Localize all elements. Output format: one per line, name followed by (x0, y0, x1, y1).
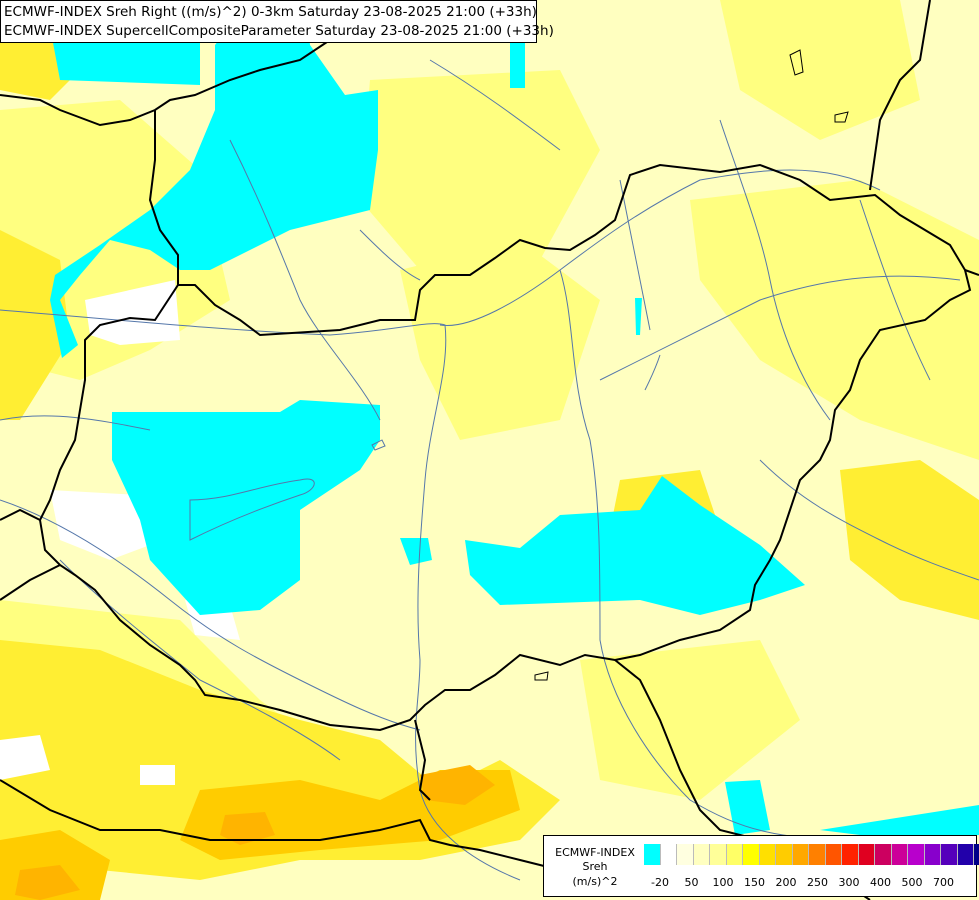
rivers (0, 59, 979, 881)
legend-swatch (644, 844, 661, 865)
legend-swatch (858, 844, 875, 865)
legend-swatch (776, 844, 793, 865)
legend-tick-label: 50 (684, 876, 699, 889)
legend-swatch (792, 844, 809, 865)
legend-swatch (825, 844, 842, 865)
legend-swatch (809, 844, 826, 865)
legend-swatch (957, 844, 974, 865)
legend-swatch (891, 844, 908, 865)
legend-tick-label: 150 (744, 876, 765, 889)
legend-unit: (m/s)^2 (572, 875, 618, 888)
legend-tick-label: 500 (901, 876, 923, 889)
border-south (0, 779, 561, 871)
legend-swatch (710, 844, 727, 865)
shading-peak (15, 765, 495, 900)
legend-swatch (693, 844, 710, 865)
border-west (0, 508, 41, 521)
border-hungary (38, 163, 972, 732)
legend-swatch (908, 844, 925, 865)
legend-swatch (875, 844, 892, 865)
legend-swatch (924, 844, 941, 865)
legend-swatch (726, 844, 743, 865)
border-south-2 (414, 719, 431, 801)
border-northeast (869, 0, 931, 191)
legend-swatch (759, 844, 776, 865)
border-west-2 (0, 564, 61, 601)
legend-tick-label: 100 (712, 876, 734, 889)
legend-ticks: -20 50 100 150 200 250 300 400 500 700 (644, 876, 978, 890)
title-box: ECMWF-INDEX Sreh Right ((m/s)^2) 0-3km S… (0, 0, 554, 43)
legend-tick-label: 300 (838, 876, 860, 889)
border-north (0, 4, 391, 127)
legend-tick-label: 700 (933, 876, 954, 889)
legend-swatch (677, 844, 694, 865)
legend-model: ECMWF-INDEX (555, 846, 635, 859)
legend-tick-label: 250 (807, 876, 828, 889)
color-legend: ECMWF-INDEX Sreh (m/s)^2 -20 50 100 150 200 2… (543, 835, 979, 897)
border-east (964, 269, 979, 276)
legend-tick-label: 400 (870, 876, 891, 889)
legend-swatch (941, 844, 958, 865)
legend-variable: Sreh (582, 860, 608, 873)
map-title-line-1: ECMWF-INDEX Sreh Right ((m/s)^2) 0-3km S… (4, 4, 537, 20)
map-title-line-2: ECMWF-INDEX SupercellCompositeParameter … (4, 23, 554, 39)
legend-swatch (842, 844, 859, 865)
legend-tick-label: 200 (775, 876, 797, 889)
legend-tick-label: -20 (651, 876, 669, 889)
small-islands (534, 49, 849, 681)
border-north-2 (148, 110, 179, 285)
legend-swatch (743, 844, 760, 865)
legend-color-bar (644, 844, 979, 865)
legend-swatch (974, 844, 979, 865)
legend-swatch (660, 844, 677, 865)
